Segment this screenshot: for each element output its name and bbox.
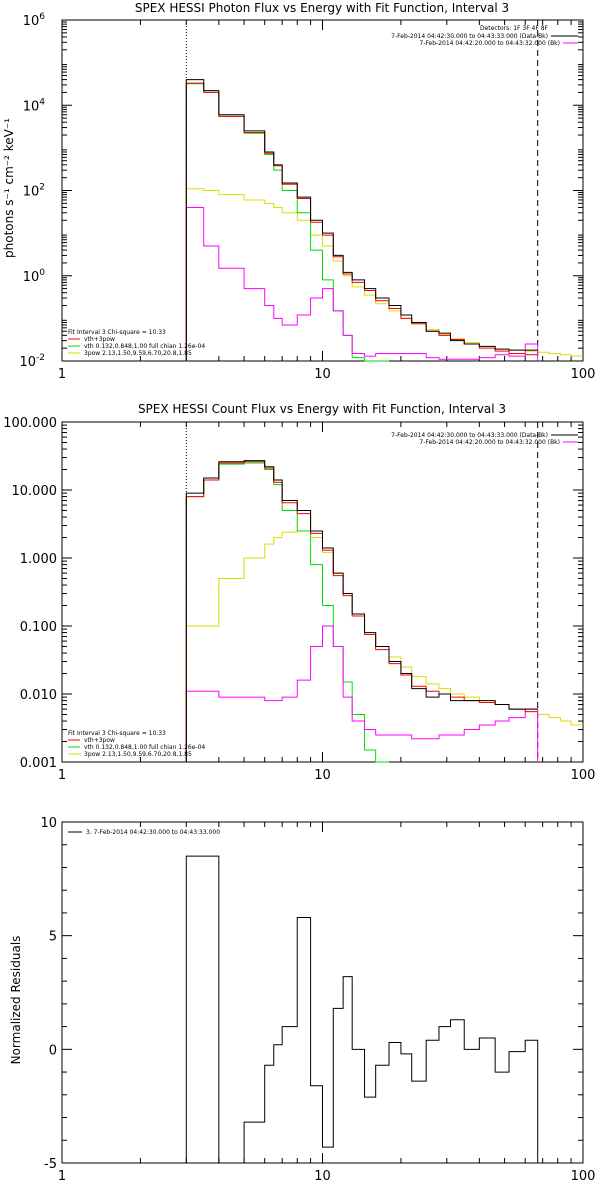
count-flux-x-tick-label: 100 [571, 768, 596, 783]
count-flux-legend-3pow: 3pow 2.13,1.50,9.59,6.70,20.8,1.85 [84, 751, 192, 758]
residuals-y-tick-label: 5 [49, 930, 57, 945]
count-flux-y-ticks: 0.001 0.010 0.100 1.000 10.000 100.000 [3, 416, 583, 771]
count-flux-title: SPEX HESSI Count Flux vs Energy with Fit… [138, 402, 506, 416]
photon-flux-series-data [185, 79, 538, 361]
count-flux-legend-data-bk: 7-Feb-2014 04:42:30.000 to 04:43:33.000 … [391, 432, 548, 439]
photon-flux-series-vth-3pow [185, 82, 538, 361]
photon-flux-legend-bk: 7-Feb-2014 04:42:20.000 to 04:43:32.000 … [419, 40, 560, 47]
residuals-x-tick-label: 10 [314, 1169, 331, 1184]
residuals-x-tick-label: 1 [58, 1169, 66, 1184]
photon-flux-series-background [185, 206, 539, 361]
photon-flux-panel: SPEX HESSI Photon Flux vs Energy with Fi… [2, 1, 595, 382]
count-flux-y-tick-label: 0.100 [20, 620, 57, 635]
count-flux-y-tick-label: 10.000 [12, 484, 58, 499]
photon-flux-x-tick-label: 10 [314, 367, 331, 382]
count-flux-y-tick-label: 1.000 [20, 552, 57, 567]
residuals-series-3-7-feb-2014-04-42-30-00 [185, 855, 539, 1164]
count-flux-fit-header: Fit Interval 3 Chi-square = 10.33 [68, 730, 166, 737]
photon-flux-y-tick-label: 106 [23, 12, 46, 29]
photon-flux-legend-3pow: 3pow 2.13,1.50,9.59,6.70,20.8,1.85 [84, 350, 192, 357]
photon-flux-y-tick-label: 100 [23, 268, 46, 285]
count-flux-x-ticks: 1 10 100 [58, 422, 596, 783]
count-flux-legend-top: 7-Feb-2014 04:42:30.000 to 04:43:33.000 … [391, 432, 578, 446]
photon-flux-series-3pow-2-13-1-50-9-59-6-70 [185, 188, 583, 361]
count-flux-panel: SPEX HESSI Count Flux vs Energy with Fit… [3, 402, 595, 783]
residuals-y-ticks: -5 0 5 10 [40, 816, 583, 1172]
photon-flux-y-tick-label: 10-2 [19, 353, 45, 370]
photon-flux-series-vth-0-132-0-848-1-00-ful [185, 83, 389, 362]
photon-flux-y-ticks: 10-2 100 102 104 106 [19, 12, 583, 370]
photon-flux-plot-frame [61, 19, 584, 362]
count-flux-series-data [185, 460, 538, 762]
photon-flux-fit-header: Fit Interval 3 Chi-square = 10.33 [68, 329, 166, 336]
photon-flux-y-tick-exponent: 4 [39, 97, 45, 107]
photon-flux-y-tick-exponent: 0 [39, 268, 45, 278]
residuals-y-tick-label: -5 [44, 1157, 57, 1172]
photon-flux-legend-data-bk: 7-Feb-2014 04:42:30.000 to 04:43:33.000 … [391, 33, 548, 40]
photon-flux-x-tick-label: 1 [58, 367, 66, 382]
photon-flux-y-tick-exponent: -2 [36, 353, 45, 363]
count-flux-legend-bk: 7-Feb-2014 04:42:20.000 to 04:43:32.000 … [419, 439, 560, 446]
residuals-y-axis-label: Normalized Residuals [9, 936, 23, 1065]
residuals-x-ticks: 1 10 100 [58, 822, 596, 1184]
photon-flux-legend-top: Detectors: 1F 3F 4F 8F 7-Feb-2014 04:42:… [391, 25, 578, 47]
residuals-x-tick-label: 100 [571, 1169, 596, 1184]
count-flux-x-tick-label: 10 [314, 768, 331, 783]
photon-flux-x-tick-label: 100 [571, 367, 596, 382]
photon-flux-x-ticks: 1 10 100 [58, 20, 596, 382]
count-flux-legend-bottom: Fit Interval 3 Chi-square = 10.33 vth+3p… [68, 730, 205, 758]
residuals-y-tick-label: 10 [40, 816, 57, 831]
photon-flux-legend-vth: vth 0.132,0.848,1.00 full chian 1.26e-04 [84, 343, 205, 350]
residuals-series [185, 855, 539, 1164]
count-flux-series-vth-3pow [185, 461, 538, 762]
residuals-panel: Normalized Residuals 1 10 100 -5 0 5 10 3. 7-… [9, 816, 595, 1184]
photon-flux-y-tick-label: 104 [23, 97, 46, 114]
photon-flux-legend-bottom: Fit Interval 3 Chi-square = 10.33 vth+3p… [68, 329, 205, 357]
count-flux-y-tick-label: 0.010 [20, 688, 57, 703]
photon-flux-legend-fit: vth+3pow [84, 336, 115, 343]
photon-flux-y-tick-exponent: 2 [39, 183, 45, 193]
count-flux-legend-vth: vth 0.132,0.848,1.00 full chian 1.26e-04 [84, 744, 205, 751]
residuals-legend: 3. 7-Feb-2014 04:42:30.000 to 04:43:33.0… [68, 829, 220, 836]
photon-flux-detectors: Detectors: 1F 3F 4F 8F [480, 25, 549, 32]
photon-flux-y-tick-exponent: 6 [39, 12, 45, 22]
photon-flux-y-axis-label: photons s⁻¹ cm⁻² keV⁻¹ [2, 118, 16, 258]
count-flux-x-tick-label: 1 [58, 768, 66, 783]
count-flux-legend-fit: vth+3pow [84, 737, 115, 744]
count-flux-y-tick-label: 0.001 [20, 756, 57, 771]
count-flux-y-tick-label: 100.000 [3, 416, 57, 431]
residuals-legend-label: 3. 7-Feb-2014 04:42:30.000 to 04:43:33.0… [86, 829, 220, 836]
photon-flux-title: SPEX HESSI Photon Flux vs Energy with Fi… [135, 1, 509, 15]
photon-flux-series [185, 20, 583, 362]
residuals-y-tick-label: 0 [49, 1043, 57, 1058]
photon-flux-y-tick-label: 102 [23, 183, 45, 200]
count-flux-series-background [185, 625, 539, 762]
count-flux-series [185, 422, 583, 763]
count-flux-series-vth-0-132-0-848-1-00-ful [185, 462, 389, 763]
